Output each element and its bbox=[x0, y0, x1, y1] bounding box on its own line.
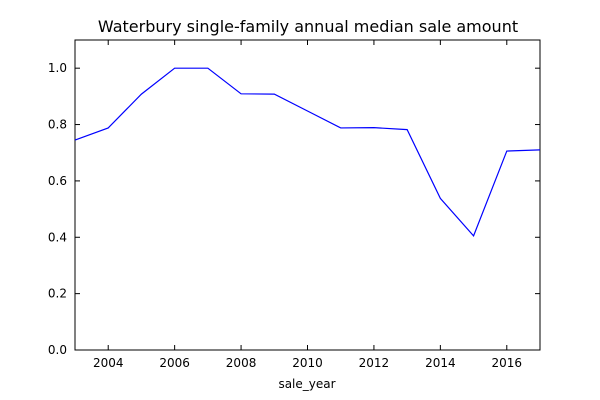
x-tick-label: 2016 bbox=[492, 356, 523, 370]
x-tick-label: 2012 bbox=[359, 356, 390, 370]
x-tick-label: 2008 bbox=[226, 356, 257, 370]
y-tick-label: 1.0 bbox=[48, 61, 67, 75]
x-tick-label: 2004 bbox=[93, 356, 124, 370]
series-layer bbox=[74, 67, 541, 237]
series-line bbox=[74, 67, 541, 237]
y-tick-label: 0.8 bbox=[48, 118, 67, 132]
x-tick-label: 2014 bbox=[425, 356, 456, 370]
y-tick-label: 0.4 bbox=[48, 230, 67, 244]
plot-frame bbox=[74, 39, 541, 351]
y-tick-label: 0.0 bbox=[48, 343, 67, 357]
x-tick-label: 2006 bbox=[159, 356, 190, 370]
x-axis-ticks: 2004 2006 2008 2010 2012 2014 2016 bbox=[93, 40, 522, 370]
y-axis-ticks: 0.0 0.2 0.4 0.6 0.8 1.0 bbox=[48, 61, 540, 357]
y-tick-label: 0.6 bbox=[48, 174, 67, 188]
y-tick-label: 0.2 bbox=[48, 287, 67, 301]
x-tick-label: 2010 bbox=[292, 356, 323, 370]
chart-title: Waterbury single-family annual median sa… bbox=[98, 17, 518, 36]
x-axis-label: sale_year bbox=[278, 377, 335, 391]
